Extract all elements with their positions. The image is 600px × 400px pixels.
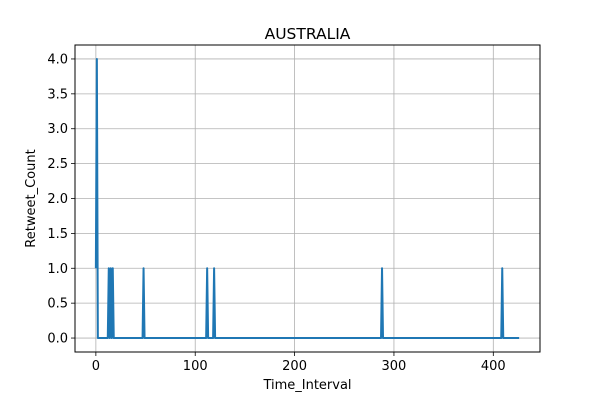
x-tick-label: 100: [183, 359, 208, 374]
y-tick-label: 0.5: [47, 297, 68, 312]
y-tick-label: 2.0: [47, 192, 68, 207]
x-axis-ticks: 0 100 200 300 400: [92, 352, 506, 374]
x-tick-label: 0: [92, 359, 100, 374]
y-tick-label: 0.0: [47, 332, 68, 347]
x-axis-label: Time_Interval: [262, 378, 351, 393]
y-tick-label: 1.5: [47, 227, 68, 242]
y-axis-ticks: 0.0 0.5 1.0 1.5 2.0 2.5 3.0 3.5 4.0: [47, 52, 75, 347]
y-tick-label: 4.0: [47, 52, 68, 67]
chart-title: AUSTRALIA: [265, 25, 351, 43]
x-tick-label: 400: [481, 359, 506, 374]
y-tick-label: 2.5: [47, 157, 68, 172]
y-tick-label: 1.0: [47, 262, 68, 277]
series-line: [94, 57, 520, 340]
x-tick-label: 300: [382, 359, 407, 374]
series-layer: [94, 57, 520, 340]
y-tick-label: 3.5: [47, 87, 68, 102]
y-axis-label: Retweet_Count: [24, 149, 39, 247]
x-tick-label: 200: [282, 359, 307, 374]
y-tick-label: 3.0: [47, 122, 68, 137]
